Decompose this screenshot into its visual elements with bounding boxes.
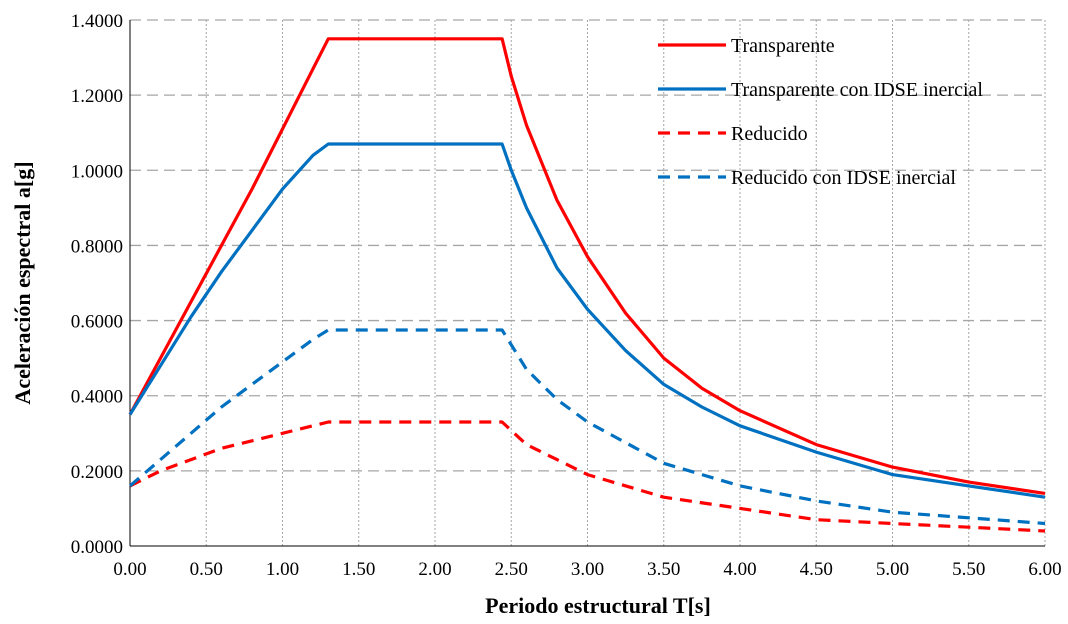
legend-label-1: Transparente xyxy=(731,35,835,57)
y-tick-label: 0.4000 xyxy=(71,387,123,408)
legend-label-4: Reducido con IDSE inercial xyxy=(731,167,956,189)
y-tick-label: 1.0000 xyxy=(71,161,123,182)
x-tick-label: 3.50 xyxy=(647,559,680,580)
x-tick-label: 5.50 xyxy=(952,559,985,580)
x-tick-labels: 0.00 0.50 1.00 1.50 2.00 2.50 3.00 3.50 4.00 4.50… xyxy=(113,559,1061,580)
x-tick-label: 6.00 xyxy=(1028,559,1061,580)
legend-label-2: Transparente con IDSE inercial xyxy=(731,79,983,101)
series-line-3 xyxy=(129,420,1046,533)
series-line-4 xyxy=(128,328,1046,526)
y-tick-label: 1.4000 xyxy=(71,11,123,32)
y-tick-label: 0.0000 xyxy=(71,537,123,558)
legend-label-3: Reducido xyxy=(731,123,808,145)
x-tick-label: 3.00 xyxy=(571,559,604,580)
y-axis-title: Aceleración espectral a[g] xyxy=(10,161,35,404)
x-tick-label: 1.00 xyxy=(266,559,299,580)
x-tick-label: 5.00 xyxy=(876,559,909,580)
data-series xyxy=(128,37,1046,533)
y-tick-label: 1.2000 xyxy=(71,86,123,107)
series-line-2 xyxy=(128,142,1046,499)
axes xyxy=(129,20,1045,547)
legend: Transparente Transparente con IDSE inerci… xyxy=(658,35,983,189)
y-tick-label: 0.6000 xyxy=(71,312,123,333)
x-tick-label: 4.50 xyxy=(800,559,833,580)
x-tick-label: 0.50 xyxy=(190,559,223,580)
x-tick-label: 4.00 xyxy=(723,559,756,580)
x-tick-label: 1.50 xyxy=(342,559,375,580)
x-tick-label: 2.00 xyxy=(418,559,451,580)
x-axis-title: Periodo estructural T[s] xyxy=(485,593,711,618)
series-line-1 xyxy=(128,37,1046,495)
y-tick-label: 0.8000 xyxy=(71,236,123,257)
y-tick-label: 0.2000 xyxy=(71,462,123,483)
x-tick-label: 0.00 xyxy=(113,559,146,580)
y-tick-labels: 0.0000 0.2000 0.4000 0.6000 0.8000 1.0000 1.20… xyxy=(71,11,123,558)
x-tick-label: 2.50 xyxy=(495,559,528,580)
